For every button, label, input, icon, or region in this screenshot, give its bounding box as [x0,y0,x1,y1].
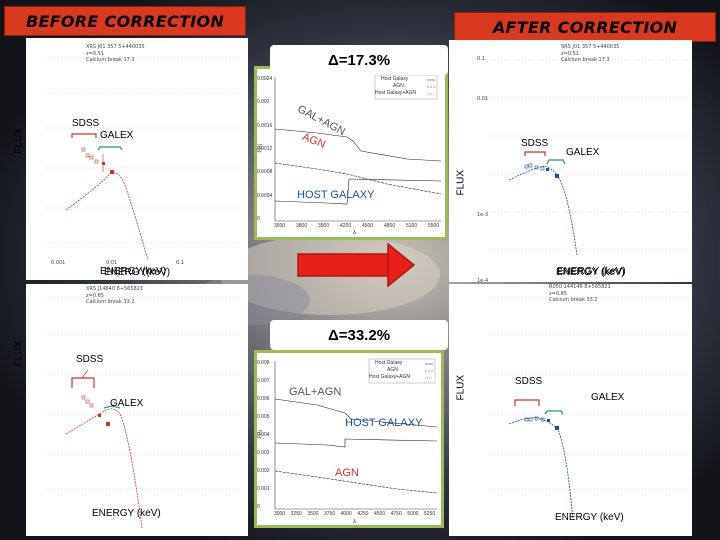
energy-axis-label: ENERGY (keV) [555,512,624,523]
y-tick: 0.0012 [257,146,273,152]
galex-label: GALEX [591,392,625,403]
x-tick: 4800 [384,223,396,229]
energy-axis-label-top-left: ENERGY(keV) [104,267,171,278]
x-tick: 3800 [296,223,308,229]
x-tick: 4500 [374,511,386,517]
y-tick: 0 [257,504,260,510]
after-correction-banner: AFTER CORRECTION [454,12,716,42]
galex-label: GALEX [110,398,144,409]
energy-axis-label: ENERGY (keV) [557,266,626,277]
host-galaxy-label: HOST GALAXY [297,189,375,201]
svg-text:z=0.51: z=0.51 [86,51,104,57]
energy-axis-label: ENERGY (keV) [92,508,161,519]
y-tick: 0.002 [257,99,270,106]
y-tick: 0.002 [257,468,270,474]
svg-text:Calcium break 33.2: Calcium break 33.2 [86,299,135,305]
y-tick: 0.007 [257,378,270,384]
delta-bottom: Δ=33.2% [270,320,448,350]
svg-text:R050 144146 8+565821: R050 144146 8+565821 [549,284,611,290]
x-tick: 4250 [357,511,369,517]
legend-host-galaxy: Host Galaxy [381,76,409,82]
svg-text:0.1: 0.1 [176,260,184,266]
agn-label: AGN [335,467,359,479]
flux-axis-label: FLUX [13,340,25,367]
y-axis-symbol: F(λ) [257,429,264,439]
y-tick: 0.001 [257,486,270,492]
x-tick: 4200 [340,223,352,229]
y-tick: 0.0004 [257,192,273,199]
top-inset-spectrum: Host Galaxy AGN Host Galaxy+AGN GAL+AGN … [254,66,448,240]
y-tick: 0.008 [257,360,270,366]
legend-agn: AGN [393,83,404,89]
sdss-label: SDSS [76,354,104,365]
sdss-label: SDSS [515,376,543,387]
x-tick: 3250 [290,511,302,517]
svg-text:SRS J01 357 5+440035: SRS J01 357 5+440035 [561,44,619,50]
svg-text:z=0.51: z=0.51 [561,51,579,57]
bottom-right-plot: R050 144146 8+565821 z=0.65 Calcium brea… [449,284,692,536]
top-left-plot: XRS J01 357 5+440035 z=0.51 Calcium brea… [26,38,248,280]
svg-text:0.01: 0.01 [477,96,488,102]
top-right-plot: SRS J01 357 5+440035 z=0.51 Calcium brea… [449,40,692,282]
x-axis-symbol: λ [353,230,356,236]
flux-axis-label: FLUX [455,169,467,196]
y-tick: 0.0024 [257,76,273,82]
x-tick: 5500 [428,223,440,229]
legend-host-galaxy: Host Galaxy [375,360,403,366]
svg-text:XRS J14640 8+565821: XRS J14640 8+565821 [86,286,143,292]
bottom-inset-spectrum: Host Galaxy AGN Host Galaxy+AGN GAL+AGN … [254,350,444,528]
bottom-left-plot: XRS J14640 8+565821 z=0.65 Calcium break… [26,284,248,536]
y-tick: 0.004 [257,432,270,438]
x-tick: 5000 [407,511,419,517]
galex-label: GALEX [566,147,600,158]
svg-text:0.1: 0.1 [477,56,485,62]
x-tick: 3900 [318,223,330,229]
y-tick: 0.0016 [257,122,273,129]
before-correction-banner: BEFORE CORRECTION [4,6,246,36]
svg-text:0.001: 0.001 [51,260,65,266]
svg-text:0.01: 0.01 [106,260,117,266]
y-tick: 0 [257,216,260,222]
delta-top: Δ=17.3% [270,45,448,75]
y-axis-symbol: F(λ) [257,143,264,153]
y-tick: 0.003 [257,450,270,456]
x-tick: 5250 [424,511,436,517]
svg-text:1e-4: 1e-4 [477,278,488,282]
svg-text:Calcium break 17.3: Calcium break 17.3 [86,57,135,63]
y-tick: 0.006 [257,396,270,402]
x-tick: 4500 [362,223,374,229]
x-tick: 5100 [406,223,418,229]
svg-text:z=0.65: z=0.65 [549,291,567,297]
x-tick: 3750 [324,511,336,517]
svg-text:XRS J01 357 5+440035: XRS J01 357 5+440035 [86,44,145,50]
galex-label: GALEX [100,130,134,141]
energy-axis-label-top-right: ENERGY (keV) [556,267,625,278]
svg-text:Calcium break 33.2: Calcium break 33.2 [549,297,598,303]
x-axis-symbol: λ [353,519,356,525]
x-tick: 3600 [274,223,286,229]
gal-agn-label: GAL+AGN [289,386,342,398]
sdss-label: SDSS [72,118,100,129]
host-galaxy-label: HOST GALAXY [345,417,423,429]
x-tick: 4750 [390,511,402,517]
y-tick: 0.0008 [257,169,273,176]
x-tick: 3000 [274,511,286,517]
svg-text:z=0.65: z=0.65 [86,293,104,299]
y-tick: 0.005 [257,414,270,420]
sdss-label: SDSS [521,138,549,149]
legend-agn: AGN [387,367,398,373]
flux-axis-label: FLUX [455,374,467,401]
energy-axis-label: ENERGY(keV) [100,266,167,277]
legend-host-agn: Host Galaxy+AGN [369,374,410,380]
flux-axis-label: FLUX [13,127,25,154]
legend-host-agn: Host Galaxy+AGN [375,90,416,96]
x-tick: 4000 [340,511,352,517]
svg-text:1e-3: 1e-3 [477,212,488,218]
x-tick: 3500 [307,511,319,517]
